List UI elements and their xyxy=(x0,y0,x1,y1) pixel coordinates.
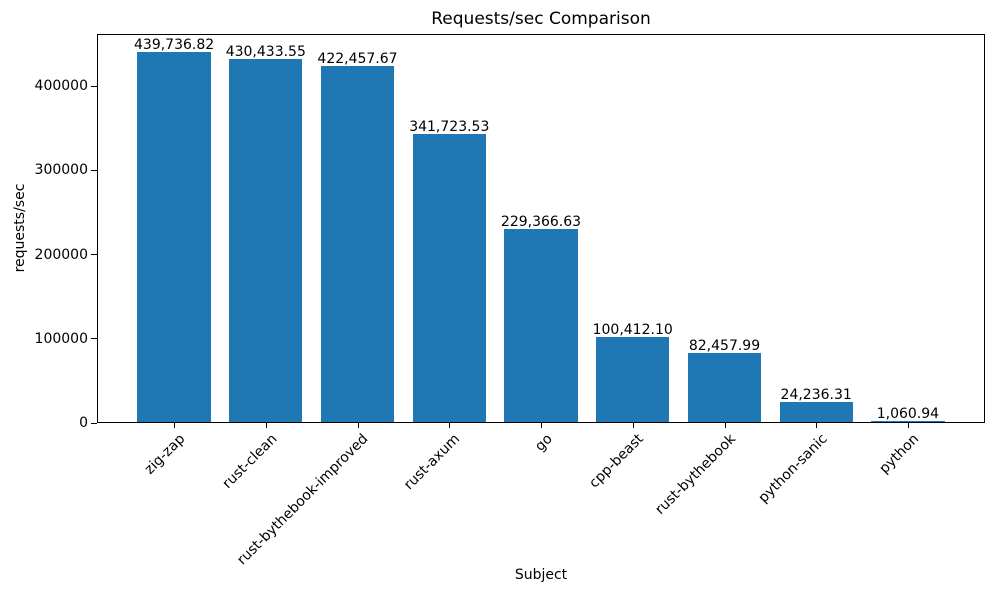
x-tick-mark xyxy=(449,423,451,428)
y-tick-label: 0 xyxy=(79,415,88,431)
plot-area xyxy=(97,34,985,423)
bar xyxy=(779,401,853,422)
bar xyxy=(229,59,303,422)
x-tick-mark xyxy=(541,423,542,428)
x-tick-label: python-sanic xyxy=(755,431,831,507)
bar xyxy=(137,51,211,422)
x-tick-mark xyxy=(174,423,176,428)
bar-value-label: 24,236.31 xyxy=(780,386,852,403)
bar xyxy=(596,337,670,422)
y-tick-label: 300000 xyxy=(34,162,88,179)
y-tick-mark xyxy=(91,169,97,171)
y-axis-title: requests/sec xyxy=(12,183,28,273)
bar-value-label: 341,723.53 xyxy=(409,119,490,136)
bar-value-label: 1,060.94 xyxy=(876,406,940,422)
y-tick-mark xyxy=(91,85,97,87)
x-tick-mark xyxy=(357,423,359,428)
bar xyxy=(504,228,578,422)
x-tick-label: cpp-beast xyxy=(586,431,648,492)
x-tick-mark xyxy=(632,423,634,428)
bar xyxy=(687,352,762,422)
bar xyxy=(871,421,945,422)
y-tick-mark xyxy=(91,254,97,255)
x-tick-mark xyxy=(907,423,909,428)
bar-value-label: 439,736.82 xyxy=(134,36,215,53)
y-tick-mark xyxy=(91,338,97,340)
x-tick-label: rust-clean xyxy=(219,431,281,492)
bar-value-label: 430,433.55 xyxy=(225,44,306,61)
bar xyxy=(412,134,486,422)
bar-value-label: 422,457.67 xyxy=(317,51,398,68)
y-tick-label: 100000 xyxy=(34,330,88,347)
y-tick-mark xyxy=(91,422,97,424)
x-tick-mark xyxy=(265,423,267,428)
bar-value-label: 229,366.63 xyxy=(500,213,582,230)
x-axis-title: Subject xyxy=(514,567,568,583)
x-tick-label: go xyxy=(531,431,556,455)
x-tick-mark xyxy=(724,423,726,428)
y-tick-label: 400000 xyxy=(34,78,88,94)
y-tick-label: 200000 xyxy=(34,246,88,263)
bar-value-label: 100,412.10 xyxy=(592,322,673,339)
bar-value-label: 82,457.99 xyxy=(688,337,761,354)
x-tick-mark xyxy=(816,423,818,428)
x-tick-label: python xyxy=(876,431,923,477)
bar xyxy=(320,66,395,422)
x-tick-label: zig-zap xyxy=(141,431,189,478)
x-tick-label: rust-axum xyxy=(401,431,464,494)
x-tick-label: rust-bythebook xyxy=(652,431,739,518)
chart-title: Requests/sec Comparison xyxy=(431,9,651,29)
